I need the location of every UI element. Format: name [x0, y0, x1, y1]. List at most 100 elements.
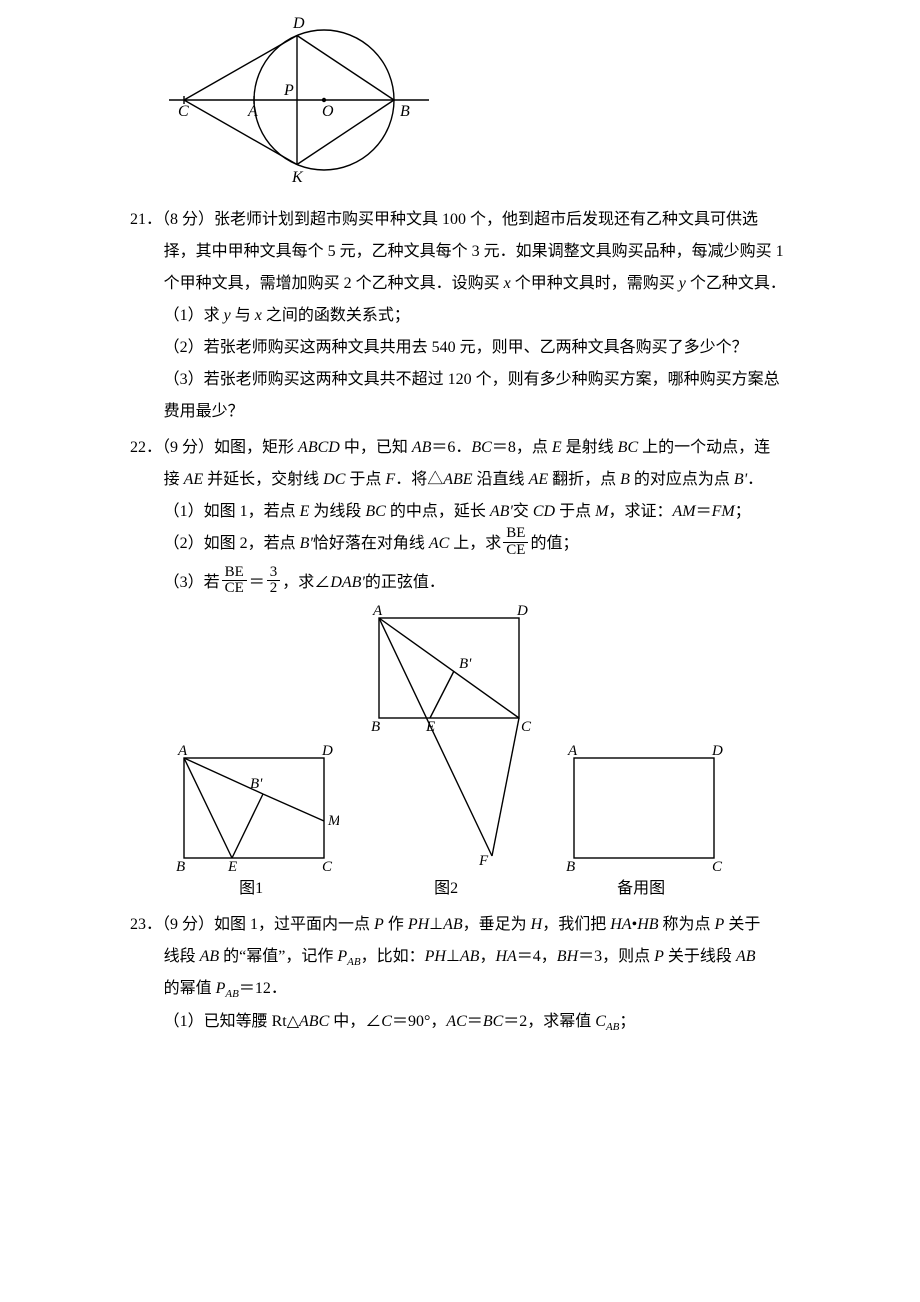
q22-a2: 中，已知 [340, 439, 412, 456]
q23-l1p: P [374, 916, 384, 933]
q22-abcd: ABCD [298, 439, 340, 456]
label-A: A [247, 103, 258, 120]
q23-l2g: ＝3，则点 [578, 948, 654, 965]
q22-s3c: 的正弦值． [365, 574, 445, 591]
q23-num: 23 [130, 916, 146, 933]
q22-a6: 上的一个动点，连 [638, 439, 770, 456]
q22-s1c: 的中点，延长 [386, 503, 490, 520]
q21-main-c: 个甲种文具，需增加购买 2 个乙种文具．设购买 [164, 275, 504, 292]
q22-sub1: （1）如图 1，若点 E 为线段 BC 的中点，延长 AB'交 CD 于点 M，… [164, 496, 790, 528]
svg-text:B': B' [250, 776, 263, 792]
q23-l2a: 线段 [164, 948, 200, 965]
q22-frac-bece2: BECE [222, 565, 247, 598]
q23-l1f: 称为点 [659, 916, 715, 933]
q23-l2bh: BH [557, 948, 578, 965]
q23-l1ha: HA [610, 916, 631, 933]
label-B: B [400, 103, 410, 120]
q22-fig1: AD BC E B' M 图1 [164, 743, 339, 905]
q23-l2b: 的“幂值”，记作 [219, 948, 337, 965]
q23-l3b: ＝12． [239, 980, 287, 997]
q23-line2: 线段 AB 的“幂值”，记作 PAB，比如：PH⊥AB，HA＝4，BH＝3，则点… [164, 941, 790, 973]
q21-main-a: 张老师计划到超市购买甲种文具 100 个，他到超市后发现还有乙种文具可供选 [214, 211, 758, 228]
q21-main-c2: 个甲种文具时，需购买 [511, 275, 679, 292]
q22-pts: （9 分） [162, 439, 214, 456]
q22-s1b: 为线段 [309, 503, 365, 520]
q22-fig3-svg: AD BC [554, 743, 729, 873]
q23-l2pab: P [337, 948, 347, 965]
q21: 21．（8 分）张老师计划到超市购买甲种文具 100 个，他到超市后发现还有乙种… [130, 204, 790, 428]
q22-s1d: 交 [513, 503, 533, 520]
q21-var-y: y [679, 275, 686, 292]
q22-dc: DC [323, 471, 345, 488]
q23-l1c: ⊥ [429, 916, 443, 933]
svg-text:C: C [521, 719, 532, 735]
q23-l2pabsub: AB [347, 956, 360, 968]
q22-bc: BC [471, 439, 491, 456]
svg-text:D: D [516, 603, 528, 619]
q22-s2ac: AC [429, 535, 449, 552]
q23-s1abc: ABC [299, 1013, 329, 1030]
q21-pts: （8 分） [162, 211, 214, 228]
q23-l2ab3: AB [736, 948, 756, 965]
q22-s1h: ； [735, 503, 751, 520]
q21-main-c-line: 个甲种文具，需增加购买 2 个乙种文具．设购买 x 个甲种文具时，需购买 y 个… [164, 268, 790, 300]
q23-l2ph: PH [425, 948, 446, 965]
q23-sub1: （1）已知等腰 Rt△ABC 中，∠C＝90°，AC＝BC＝2，求幂值 CAB； [164, 1006, 790, 1038]
label-D: D [292, 15, 305, 32]
q22-s1bc: BC [365, 503, 385, 520]
q22-ae2: AE [529, 471, 549, 488]
svg-text:E: E [425, 719, 435, 735]
q22-s1abp: AB' [490, 503, 513, 520]
q22-s1fm: FM [712, 503, 735, 520]
svg-text:F: F [478, 853, 489, 869]
svg-text:E: E [227, 859, 237, 873]
q23-s1c: C [381, 1013, 392, 1030]
q22-line1: 22．（9 分）如图，矩形 ABCD 中，已知 AB＝6．BC＝8，点 E 是射… [130, 432, 790, 464]
q22-figures: AD BC E B' M 图1 [164, 603, 790, 905]
svg-text:C: C [712, 859, 723, 873]
q22-s2b: 恰好落在对角线 [313, 535, 429, 552]
q22-ab: AB [412, 439, 432, 456]
q23-s1d: ＝ [467, 1013, 483, 1030]
q23-l1d: ，垂足为 [463, 916, 531, 933]
exam-page: D P O B C A K 21．（8 分）张老师计划到超市购买甲种文具 100… [0, 0, 920, 1302]
q22-fig2-label: 图2 [434, 873, 458, 905]
q23-l2ab: AB [200, 948, 220, 965]
q21-sub3b: 费用最少？ [164, 396, 790, 428]
q22-a5: 是射线 [562, 439, 618, 456]
svg-text:B': B' [459, 656, 472, 672]
q22-b2: 并延长，交射线 [203, 471, 323, 488]
q23-l2f: ＝4， [517, 948, 557, 965]
q22-f: F [385, 471, 395, 488]
q22-fig2: AD BC E B' F 图2 [359, 603, 534, 905]
q22-s1a: （1）如图 1，若点 [164, 503, 300, 520]
q22-s1am: AM [672, 503, 695, 520]
q22-s1f: ，求证： [608, 503, 672, 520]
q22-b3: 于点 [345, 471, 385, 488]
q23-s1b: 中，∠ [329, 1013, 381, 1030]
q23: 23．（9 分）如图 1，过平面内一点 P 作 PH⊥AB，垂足为 H，我们把 … [130, 909, 790, 1038]
label-C: C [178, 103, 189, 120]
q22-s2c: 上，求 [449, 535, 501, 552]
q22-b7: 的对应点为点 [630, 471, 734, 488]
frac-ce2: CE [222, 581, 247, 597]
q23-line1: 23．（9 分）如图 1，过平面内一点 P 作 PH⊥AB，垂足为 H，我们把 … [130, 909, 790, 941]
q23-l1a: 如图 1，过平面内一点 [214, 916, 374, 933]
svg-text:M: M [327, 813, 339, 829]
q22-bc2: BC [618, 439, 638, 456]
frac-be2: BE [222, 565, 247, 582]
q23-l2c: ，比如： [361, 948, 425, 965]
q23-l2h: 关于线段 [664, 948, 736, 965]
q22-b8: ． [747, 471, 763, 488]
label-K: K [291, 169, 304, 186]
frac-ce: CE [503, 543, 528, 559]
q22: 22．（9 分）如图，矩形 ABCD 中，已知 AB＝6．BC＝8，点 E 是射… [130, 432, 790, 905]
q23-s1a: （1）已知等腰 Rt△ [164, 1013, 299, 1030]
q21-s1: （1）求 [164, 307, 224, 324]
q21-s1-y: y [224, 307, 231, 324]
q22-s3eq: ＝ [249, 574, 265, 591]
q22-b: B [620, 471, 630, 488]
q22-a4: ＝8，点 [492, 439, 552, 456]
content-area: D P O B C A K 21．（8 分）张老师计划到超市购买甲种文具 100… [0, 0, 920, 1038]
q22-num: 22 [130, 439, 146, 456]
